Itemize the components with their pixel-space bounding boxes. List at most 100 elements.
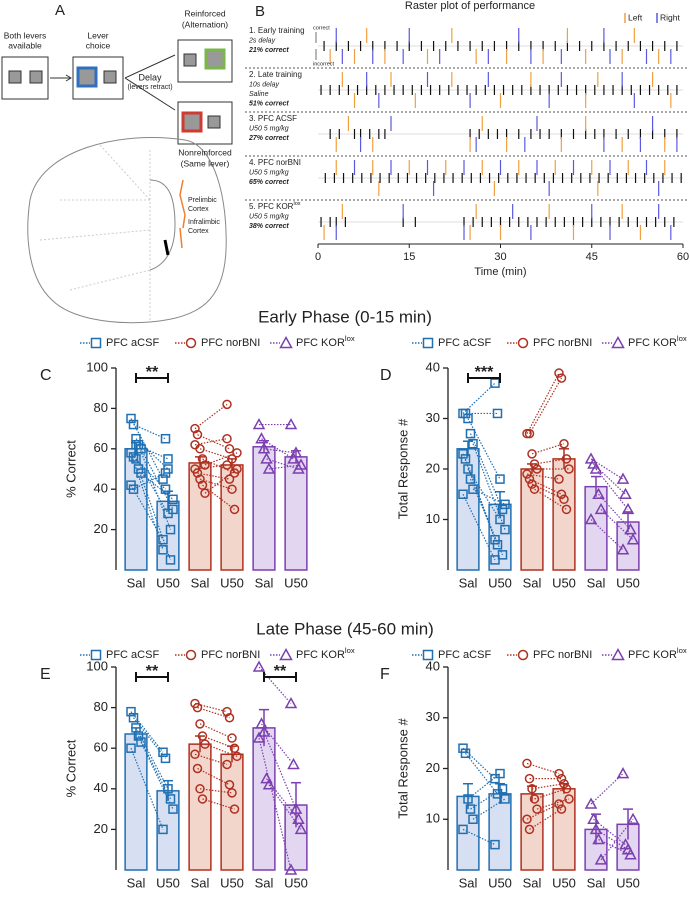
- point: [554, 768, 564, 779]
- box: [1, 56, 49, 100]
- pair-line: [199, 478, 233, 490]
- pair-line: [531, 443, 565, 455]
- pair-line: [130, 711, 164, 753]
- row-label: U50 5 mg/kg: [249, 169, 289, 176]
- y-tick-label: 100: [86, 658, 108, 673]
- point: [165, 524, 176, 535]
- point: [592, 487, 605, 499]
- pair-line: [199, 788, 233, 794]
- point: [465, 474, 476, 484]
- point: [500, 794, 510, 804]
- point: [224, 713, 235, 723]
- point: [624, 523, 637, 535]
- x-tick-label: U50: [220, 575, 244, 590]
- point: [554, 799, 564, 809]
- legend-marker: [90, 337, 102, 349]
- x-tick-label: U50: [284, 575, 308, 590]
- legend-marker: [517, 337, 529, 349]
- lever: [181, 111, 203, 133]
- legend-marker: [90, 649, 102, 661]
- row-label: U50 5 mg/kg: [249, 213, 289, 220]
- point: [252, 731, 266, 743]
- point: [497, 784, 508, 794]
- label: available: [8, 40, 42, 50]
- x-tick-label: 0: [315, 251, 321, 263]
- lever: [76, 66, 98, 88]
- legend-marker: [517, 649, 529, 661]
- section-title: Late Phase (45-60 min): [256, 619, 434, 638]
- point: [284, 863, 298, 875]
- point: [131, 440, 141, 450]
- x-tick-label: U50: [552, 575, 576, 590]
- point: [589, 462, 603, 474]
- y-tick-label: 30: [426, 709, 440, 724]
- y-tick-label: 80: [94, 699, 108, 714]
- point: [468, 814, 478, 824]
- point: [495, 514, 505, 525]
- label: Delay: [138, 72, 162, 82]
- point: [616, 767, 630, 779]
- point: [222, 399, 232, 410]
- point: [158, 824, 168, 835]
- point: [232, 751, 242, 762]
- point: [589, 822, 603, 835]
- y-tick-label: 10: [426, 811, 440, 826]
- pair-line: [199, 448, 233, 460]
- y-tick-label: 100: [86, 359, 108, 374]
- point: [621, 502, 635, 515]
- superscript: lox: [293, 201, 300, 207]
- point: [492, 540, 503, 550]
- point: [160, 753, 171, 764]
- panel-letter: C: [40, 367, 52, 384]
- significance-label: ***: [475, 364, 494, 381]
- panel-a: [1, 39, 233, 324]
- row-label: 2. Late training: [249, 70, 302, 79]
- point: [136, 737, 146, 747]
- point: [460, 454, 471, 464]
- point: [190, 749, 200, 760]
- y-tick-label: 40: [94, 780, 108, 795]
- point: [559, 494, 569, 505]
- lever: [29, 70, 43, 84]
- y-tick-label: 20: [94, 821, 108, 836]
- cortex-boundary: [179, 179, 186, 249]
- y-axis-label: Total Response #: [395, 418, 410, 519]
- pair-line: [137, 468, 172, 561]
- pair-line: [130, 452, 164, 550]
- pair-line: [598, 493, 631, 531]
- point: [460, 408, 471, 419]
- point: [626, 533, 640, 545]
- point: [158, 474, 168, 484]
- pair-line: [526, 762, 560, 775]
- point: [229, 804, 240, 814]
- point: [468, 439, 478, 449]
- point: [294, 458, 308, 470]
- pair-line: [534, 788, 567, 800]
- point: [490, 773, 500, 784]
- point: [495, 768, 505, 779]
- point: [192, 429, 203, 440]
- point: [165, 555, 176, 565]
- text-part: PFC KOR: [296, 337, 345, 349]
- point: [463, 464, 473, 474]
- legend-label: PFC KORlox: [296, 334, 355, 349]
- label: (levers retract): [127, 84, 172, 91]
- x-tick-label: Sal: [127, 875, 146, 890]
- y-tick-label: 20: [426, 460, 440, 475]
- lever: [183, 53, 197, 67]
- x-tick-label: Sal: [587, 575, 606, 590]
- x-tick-label: Sal: [523, 575, 542, 590]
- point: [190, 440, 200, 450]
- point: [126, 743, 136, 753]
- point: [158, 534, 168, 545]
- pair-line: [534, 488, 567, 510]
- point: [500, 524, 510, 535]
- legend-label: PFC norBNI: [533, 649, 592, 661]
- point: [126, 706, 136, 717]
- legend-label: PFC KORlox: [628, 334, 687, 349]
- point: [294, 822, 308, 835]
- point: [131, 433, 141, 444]
- point: [160, 484, 171, 494]
- label: Cortex: [188, 206, 209, 213]
